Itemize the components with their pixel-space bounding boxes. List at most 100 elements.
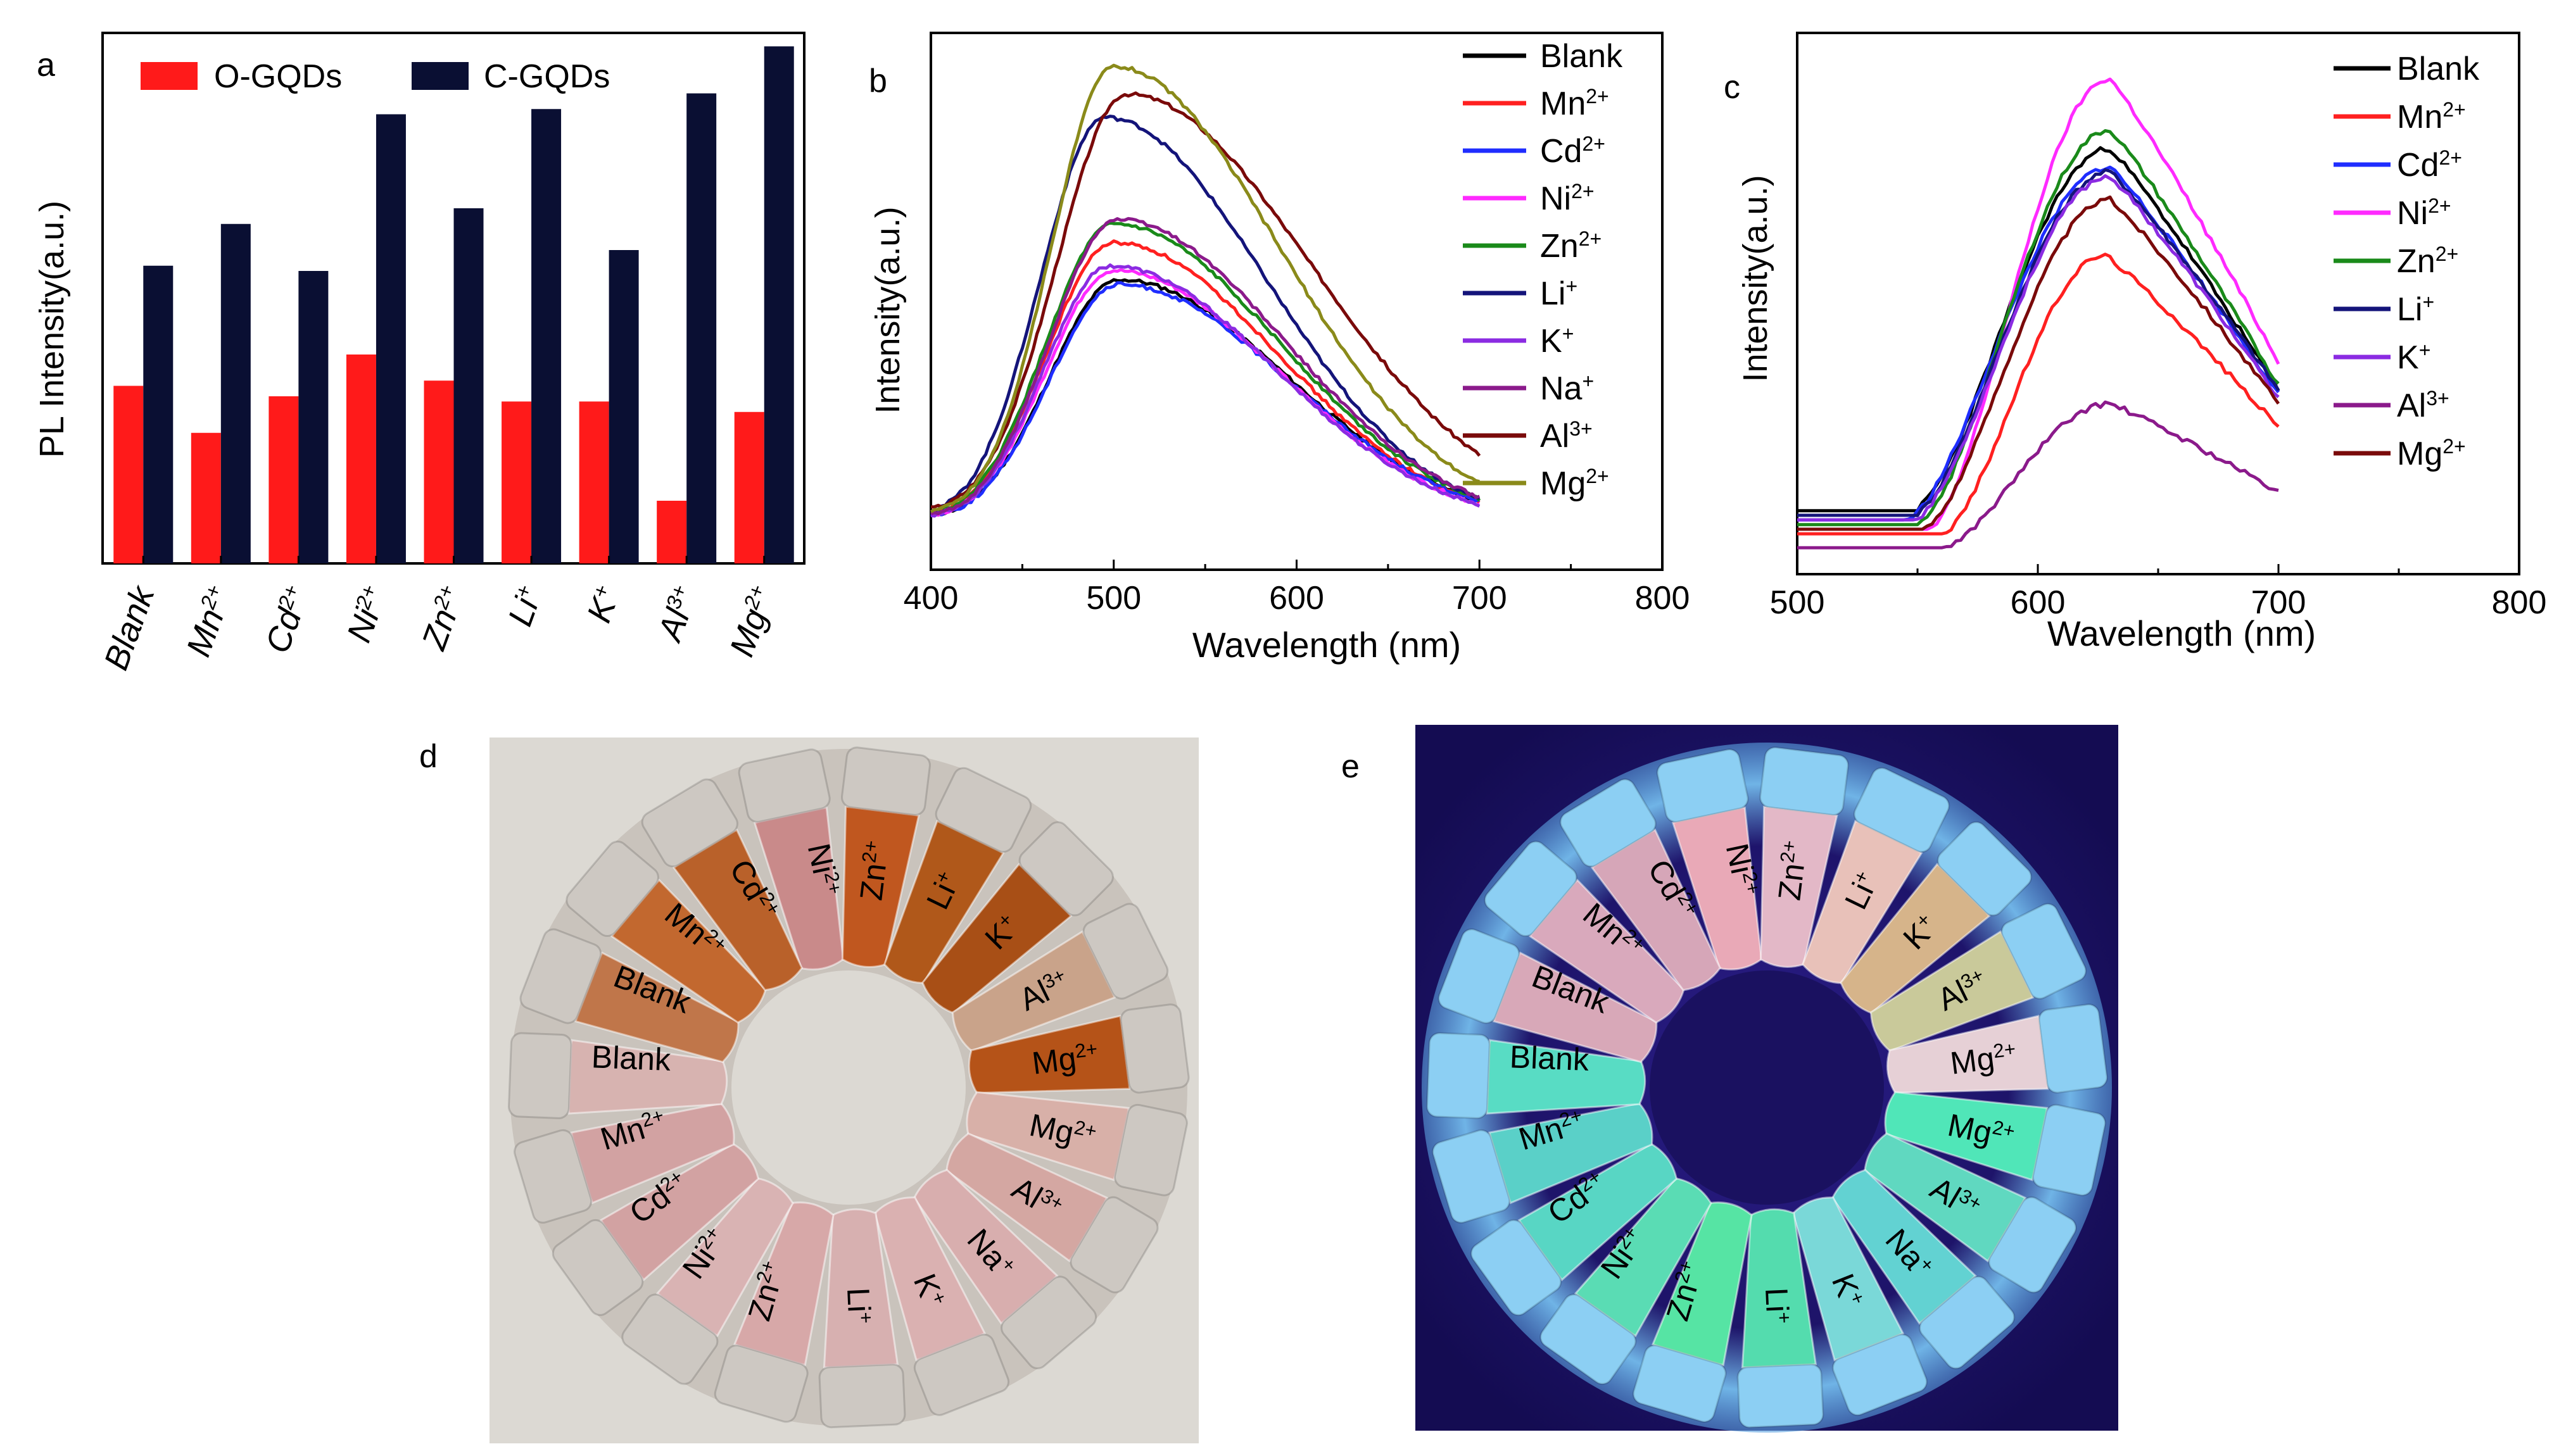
line-b-mg <box>930 63 1480 513</box>
photo-d-tube-label-ni: Ni2+ <box>801 840 847 899</box>
legend-b-label-na: Na+ <box>1540 370 1594 407</box>
photo-d-tube: Mg2+ <box>966 1091 1188 1196</box>
photo-d-tube-body <box>610 878 767 1024</box>
photo-d-tube-label-mg: Mg2+ <box>1027 1107 1099 1155</box>
bar-o-gqds-k <box>579 401 609 563</box>
photo-d-tube: Zn2+ <box>714 1202 835 1423</box>
photo-d-tubes: Ni2+ Zn2+Li+K+Al3+Mg2+Mg2+Al3+Na+K+Li+Zn2… <box>507 746 1190 1429</box>
panel-label-a: a <box>37 47 55 84</box>
photo-e-tube-label-mg: Mg2+ <box>1949 1037 2019 1081</box>
photo-e-tube: Li+ <box>1802 767 1950 984</box>
photo-d-tube-body <box>567 1039 728 1115</box>
panel-c-legend: Blank Mn2+ Cd2+ Ni2+ Zn2+ Li+ K+ Al3+ Mg2+ <box>2334 51 2480 472</box>
photo-e-tube: K+ <box>1791 1196 1928 1416</box>
photo-e-tube-body <box>1884 1091 2049 1181</box>
legend-b-label-ni: Ni2+ <box>1540 180 1595 217</box>
line-b-ni <box>930 268 1480 517</box>
line-c-li <box>1797 168 2280 517</box>
photo-d-tube-cap <box>738 748 831 823</box>
legend-c-label-k: K+ <box>2397 339 2430 376</box>
photo-d-tube-body <box>883 819 1005 984</box>
panel-d-daylight-photo: d Ni2+ Zn2+Li+K+Al3+Mg2+Mg2+Al3+Na+K+Li+Z… <box>419 737 1199 1443</box>
panel-b-xlabel: Wavelength (nm) <box>1192 625 1461 665</box>
line-c-zn <box>1797 129 2280 527</box>
panel-b-legend: Blank Mn2+ Cd2+ Ni2+ Zn2+ Li+ K+ Na+ Al3+ Mg2+ <box>1463 38 1623 502</box>
photo-d-tube-cap <box>714 1344 809 1423</box>
photo-e-tube-cap <box>1484 840 1577 937</box>
photo-e-tube-cap <box>1437 928 1520 1024</box>
bar-c-gqds-ni <box>376 114 406 563</box>
photo-e-tube-body <box>1517 1143 1678 1281</box>
xtick-label-al: Al3+ <box>650 581 705 647</box>
photo-e-tube-body <box>1488 1102 1653 1205</box>
photo-e-tube-cap <box>1759 746 1849 816</box>
panel-a-bars <box>113 46 794 563</box>
xtick-label-700: 700 <box>1452 580 1507 617</box>
photo-e-tube-cap <box>1432 1129 1511 1224</box>
panel-label-c: c <box>1724 69 1740 106</box>
bar-o-gqds-mg <box>734 411 764 563</box>
legend-c-label-al: Al3+ <box>2397 387 2449 424</box>
xtick-label-800: 800 <box>1635 580 1690 617</box>
legend-c-label-ni: Ni2+ <box>2397 194 2451 232</box>
panel-c-xlabel: Wavelength (nm) <box>2047 613 2316 653</box>
photo-d-tube-body <box>841 805 920 968</box>
photo-d-tube-cap <box>507 1032 572 1119</box>
legend-label-o-gqds: O-GQDs <box>214 58 342 95</box>
photo-d-tube: Cd2+ <box>641 778 804 991</box>
panel-label-b: b <box>869 63 887 99</box>
photo-e-tube-label-zn: Zn2+ <box>1771 839 1814 902</box>
photo-d-center <box>731 970 966 1205</box>
xtick-label-mg: Mg2+ <box>723 581 783 662</box>
photo-e-tube-label-blank: Blank <box>1509 1039 1590 1077</box>
photo-d-tube: Al3+ <box>951 903 1169 1052</box>
photo-e-tube-body <box>1741 1208 1817 1369</box>
photo-e-tube: Al3+ <box>1869 903 2087 1052</box>
panel-b-line-chart: b Intensity(a.u.) Wavelength (nm) 400 500… <box>869 32 1690 665</box>
xtick-label-500: 500 <box>1770 584 1825 621</box>
photo-e-tube-body <box>1574 1177 1712 1338</box>
photo-e-tube-body <box>1886 1015 2049 1094</box>
legend-c-label-zn: Zn2+ <box>2397 242 2458 280</box>
bar-o-gqds-zn <box>424 380 454 563</box>
photo-d-tube-cap <box>552 1219 644 1316</box>
photo-e-tube: Mg2+ <box>1886 1003 2108 1094</box>
photo-d-tube: Blank <box>507 1032 728 1119</box>
photo-e-tube-cap <box>1632 1344 1727 1423</box>
legend-c-label-li: Li+ <box>2397 291 2434 328</box>
photo-e-tube: Ni2+ <box>1656 748 1765 970</box>
bar-c-gqds-zn <box>453 208 484 563</box>
line-c-al <box>1797 400 2279 549</box>
xtick-label-800: 800 <box>2492 584 2547 621</box>
photo-d-tube-cap <box>818 1363 906 1429</box>
panel-a-bar-chart: a PL Intensity(a.u.) Blank Mn2+ Cd2+ Ni2+ Zn… <box>33 32 806 675</box>
legend-b-label-mn: Mn2+ <box>1540 85 1609 122</box>
photo-d-tube-cap <box>566 840 659 937</box>
line-b-k <box>930 263 1481 518</box>
panel-a-xtick-labels: Blank Mn2+ Cd2+ Ni2+ Zn2+ Li+ K+ Al3+ Mg2+ <box>97 556 783 675</box>
photo-d-tube-cap <box>1082 903 1169 1000</box>
xtick-label-500: 500 <box>1086 580 1141 617</box>
line-b-li <box>930 115 1481 515</box>
photo-e-tube-cap <box>2031 1103 2106 1196</box>
photo-e-tube-cap <box>1539 1293 1637 1385</box>
photo-d-tube-label-zn: Zn2+ <box>853 839 895 902</box>
panel-b-lines <box>930 63 1481 518</box>
line-c-ni <box>1797 77 2280 531</box>
photo-d-tube-cap <box>1070 1196 1159 1293</box>
legend-label-c-gqds: C-GQDs <box>484 58 610 95</box>
line-c-k <box>1797 174 2280 522</box>
photo-d-tube-cap <box>621 1293 719 1385</box>
bar-c-gqds-li <box>531 109 562 563</box>
photo-e-tube-body <box>1651 1202 1753 1367</box>
photo-e-tube-body <box>1864 1132 2027 1263</box>
legend-b-label-blank: Blank <box>1540 38 1623 75</box>
photo-d-tube-body <box>655 1177 794 1338</box>
photo-e-tube-body <box>1791 1196 1905 1362</box>
bar-c-gqds-mg <box>764 46 794 563</box>
panel-c-ticks: 500 600 700 800 <box>1770 564 2547 621</box>
xtick-label-blank: Blank <box>97 580 163 675</box>
line-b-na <box>930 217 1481 516</box>
photo-e-tube-label-li: Li+ <box>1759 1287 1796 1324</box>
